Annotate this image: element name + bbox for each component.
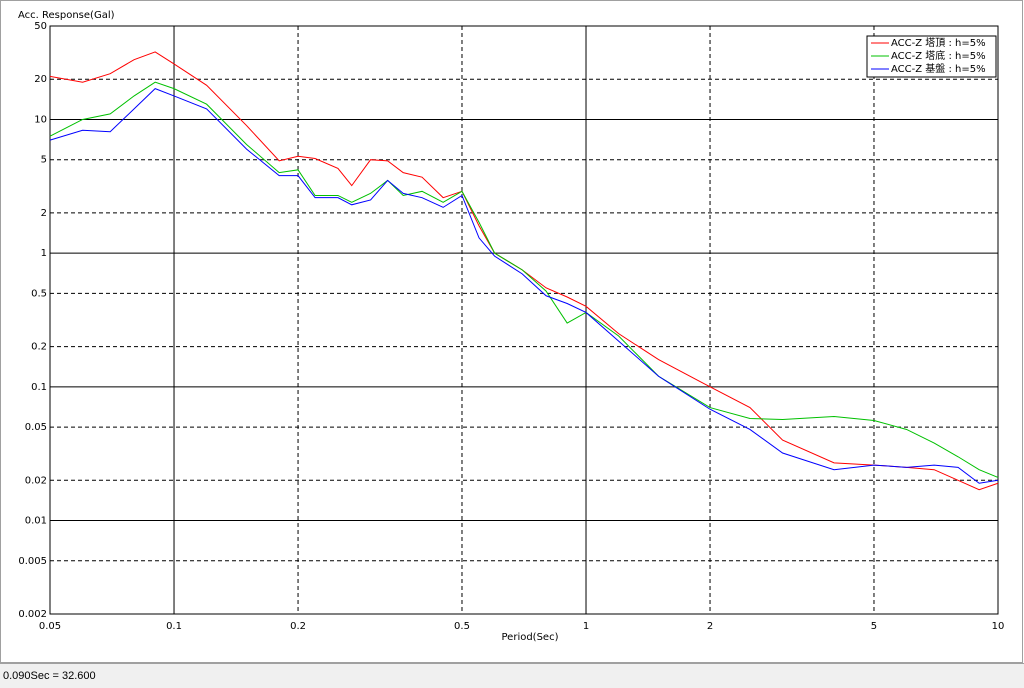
legend-label: ACC-Z 塔底 : h=5%	[891, 49, 986, 62]
plot-frame	[49, 25, 999, 615]
x-tick-label: 2	[707, 621, 713, 632]
x-tick-label: 0.5	[454, 621, 470, 632]
y-tick-label: 5	[41, 155, 47, 166]
y-tick-label: 0.05	[25, 422, 47, 433]
series-line	[49, 88, 999, 484]
y-tick-label: 0.1	[31, 382, 47, 393]
y-tick-label: 1	[41, 248, 47, 259]
y-tick-label: 0.02	[25, 475, 47, 486]
y-tick-label: 50	[34, 21, 47, 32]
x-tick-label: 0.05	[39, 621, 61, 632]
y-tick-label: 0.01	[25, 516, 47, 527]
y-tick-label: 20	[34, 74, 47, 85]
x-tick-label: 0.1	[166, 621, 182, 632]
window-frame	[0, 0, 1023, 663]
y-tick-label: 0.005	[18, 556, 47, 567]
y-axis-label: Acc. Response(Gal)	[18, 10, 115, 21]
y-tick-label: 2	[41, 208, 47, 219]
x-tick-label: 5	[871, 621, 877, 632]
x-tick-label: 0.2	[290, 621, 306, 632]
y-tick-label: 10	[34, 114, 47, 125]
chart: Acc. Response(Gal) Period(Sec) 50 20 10 5 2 1…	[0, 0, 1023, 663]
x-tick-label: 1	[583, 621, 589, 632]
series-line	[49, 81, 999, 478]
legend-label: ACC-Z 塔頂 : h=5%	[891, 36, 986, 49]
x-tick-label: 10	[992, 621, 1005, 632]
x-axis-label: Period(Sec)	[502, 632, 559, 643]
y-tick-label: 0.2	[31, 342, 47, 353]
legend-label: ACC-Z 基盤 : h=5%	[891, 62, 986, 75]
y-tick-label: 0.002	[18, 609, 47, 620]
status-bar: 0.090Sec = 32.600	[0, 663, 1024, 688]
y-tick-label: 0.5	[31, 288, 47, 299]
